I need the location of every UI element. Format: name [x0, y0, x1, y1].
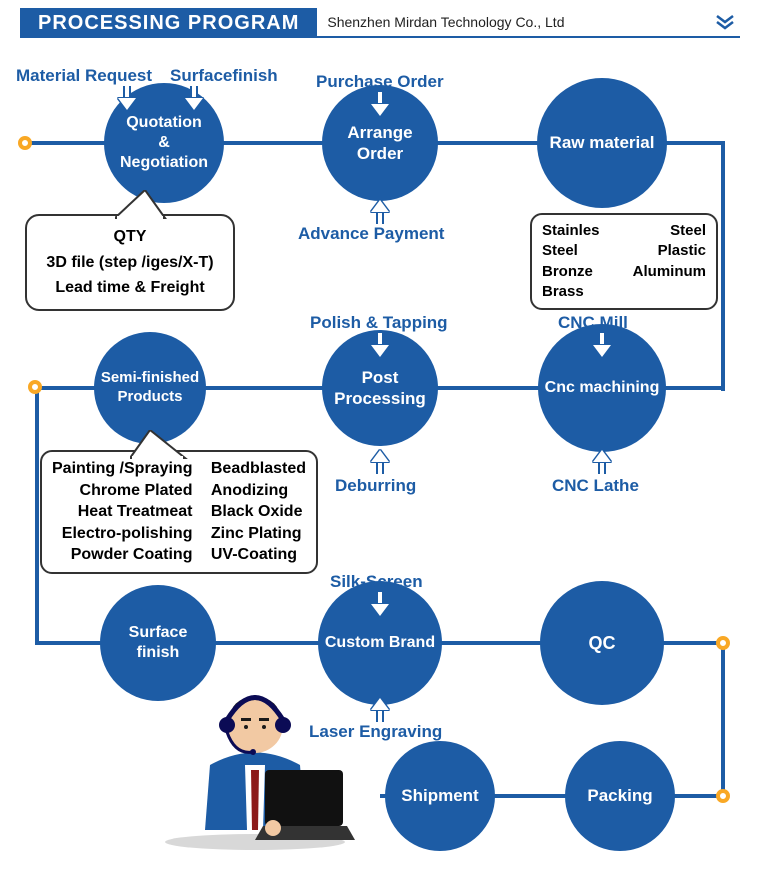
callout-line: Lead time & Freight: [37, 275, 223, 301]
arrow-down-icon: [120, 86, 134, 110]
node-semi: Semi-finishedProducts: [94, 332, 206, 444]
arrow-up-icon: [595, 450, 609, 474]
flow-line: [721, 141, 725, 391]
end-dot-icon: [18, 136, 32, 150]
arrow-down-icon: [373, 333, 387, 357]
material-item: Steel: [670, 221, 706, 241]
annotation-cnc_mill: CNC Mill: [558, 313, 628, 333]
node-label: Surface finish: [100, 617, 216, 669]
finish-item: Beadblasted: [211, 458, 306, 480]
finish-item: Chrome Plated: [80, 480, 193, 502]
material-item: Aluminum: [633, 262, 706, 282]
node-label: Cnc machining: [539, 372, 666, 404]
node-qc: QC: [540, 581, 664, 705]
callout-tail-icon: [115, 190, 175, 220]
finish-item: Anodizing: [211, 480, 306, 502]
arrow-up-icon: [373, 200, 387, 224]
callout-materials: Stainles Steel Bronze Brass Steel Plasti…: [530, 213, 718, 310]
callout-line: QTY: [37, 224, 223, 250]
annotation-polish_tapping: Polish & Tapping: [310, 313, 448, 333]
arrow-down-icon: [187, 86, 201, 110]
header-company: Shenzhen Mirdan Technology Co., Ltd: [317, 8, 710, 36]
finish-item: Heat Treatmeat: [78, 501, 193, 523]
finish-item: Powder Coating: [71, 544, 193, 566]
end-dot-icon: [716, 789, 730, 803]
annotation-silk_screen: Silk-Screen: [330, 572, 423, 592]
node-raw: Raw material: [537, 78, 667, 208]
node-pack: Packing: [565, 741, 675, 851]
flow-line: [35, 386, 39, 645]
annotation-material_request: Material Request: [16, 66, 152, 86]
callout-tail-icon: [130, 430, 200, 460]
annotation-surfacefinish: Surfacefinish: [170, 66, 278, 86]
arrow-down-icon: [595, 333, 609, 357]
node-ship: Shipment: [385, 741, 495, 851]
material-item: Brass: [542, 282, 619, 302]
node-label: QC: [583, 626, 622, 661]
material-item: Stainles Steel: [542, 221, 619, 262]
material-item: Plastic: [658, 241, 706, 261]
node-label: PostProcessing: [328, 361, 432, 416]
arrow-up-icon: [373, 450, 387, 474]
finish-item: Black Oxide: [211, 501, 306, 523]
finish-item: Zinc Plating: [211, 523, 306, 545]
annotation-purchase_order: Purchase Order: [316, 72, 444, 92]
annotation-deburring: Deburring: [335, 476, 416, 496]
annotation-cnc_lathe: CNC Lathe: [552, 476, 639, 496]
node-label: Quotation&Negotiation: [114, 107, 214, 179]
arrow-up-icon: [373, 698, 387, 722]
chevron-down-icon: [710, 8, 740, 36]
node-label: ArrangeOrder: [341, 116, 418, 171]
finish-item: Painting /Spraying: [52, 458, 192, 480]
finish-item: Electro-polishing: [62, 523, 193, 545]
node-label: Raw material: [544, 126, 661, 159]
callout-line: 3D file (step /iges/X-T): [37, 250, 223, 276]
node-label: Packing: [581, 779, 658, 812]
person-icon: [155, 670, 355, 855]
arrow-down-icon: [373, 92, 387, 116]
callout-finishes: Painting /Spraying Chrome Plated Heat Tr…: [40, 450, 318, 574]
annotation-advance_payment: Advance Payment: [298, 224, 444, 244]
header-title: PROCESSING PROGRAM: [20, 8, 317, 36]
finish-item: UV-Coating: [211, 544, 306, 566]
header-bar: PROCESSING PROGRAM Shenzhen Mirdan Techn…: [20, 8, 740, 38]
callout-qty: QTY 3D file (step /iges/X-T) Lead time &…: [25, 214, 235, 311]
material-item: Bronze: [542, 262, 619, 282]
node-label: Custom Brand: [319, 627, 441, 659]
arrow-down-icon: [373, 592, 387, 616]
flow-line: [721, 641, 725, 798]
end-dot-icon: [28, 380, 42, 394]
end-dot-icon: [716, 636, 730, 650]
node-label: Shipment: [395, 779, 484, 812]
node-label: Semi-finishedProducts: [95, 363, 205, 413]
